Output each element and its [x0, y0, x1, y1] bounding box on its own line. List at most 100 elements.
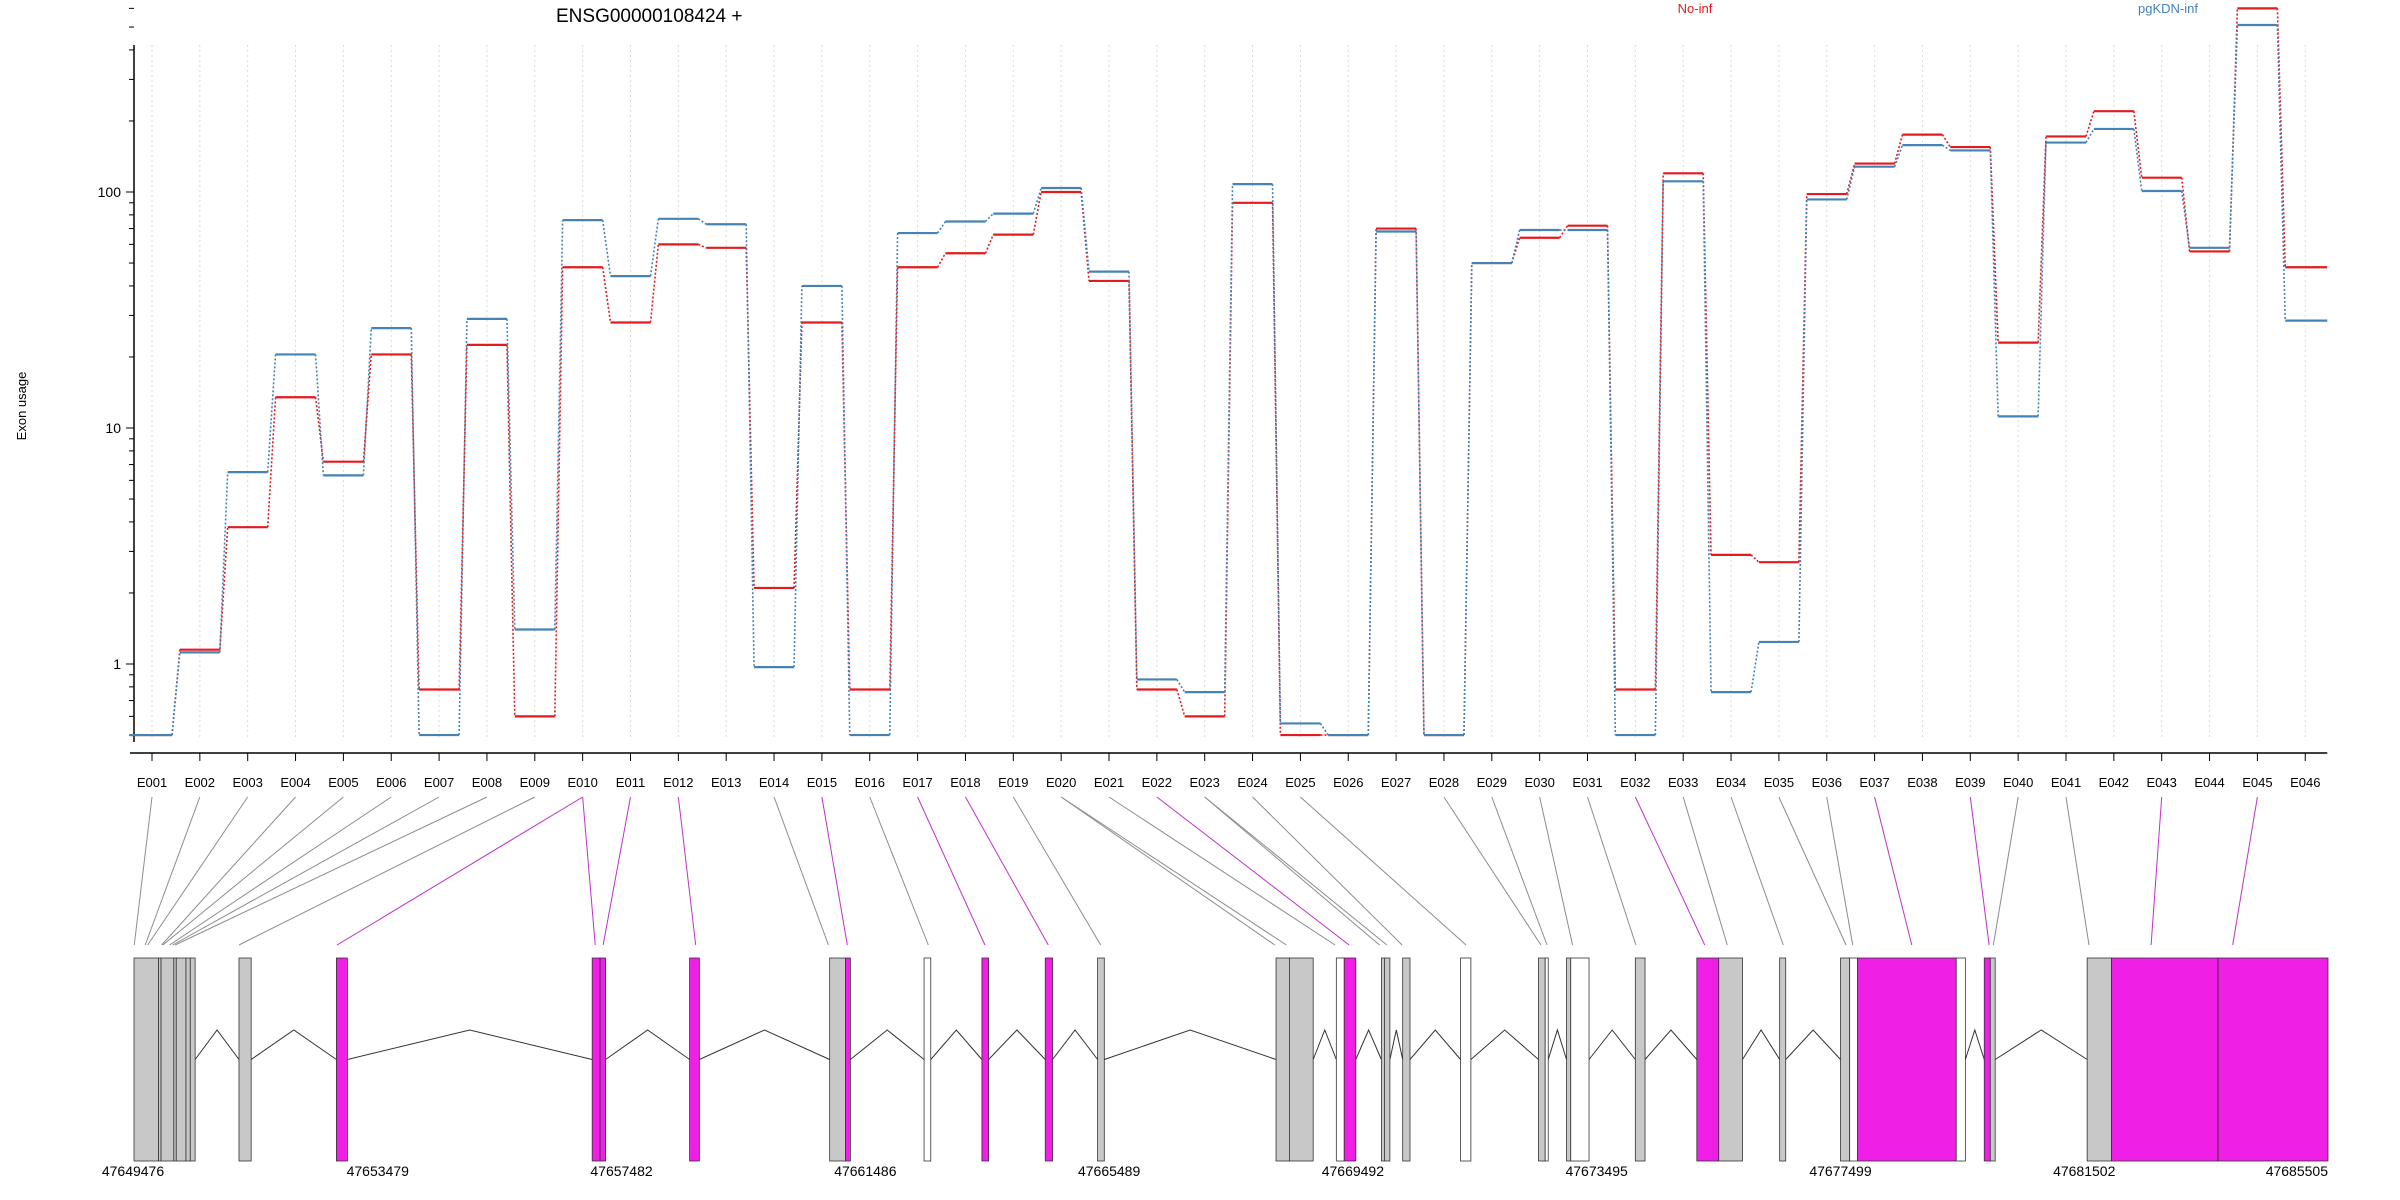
x-tick-label-E041: E041	[2051, 775, 2081, 790]
connector-pgKDN-inf	[2133, 128, 2143, 192]
x-tick-label-E006: E006	[376, 775, 406, 790]
y-tick-label-100: 100	[98, 184, 122, 200]
connector-No-inf	[601, 267, 612, 323]
x-tick-label-E005: E005	[328, 775, 358, 790]
connector-pgKDN-inf	[1893, 144, 1904, 167]
coordinate-label: 47657482	[590, 1163, 653, 1179]
x-tick-label-E026: E026	[1333, 775, 1363, 790]
x-tick-label-E037: E037	[1859, 775, 1889, 790]
x-tick-label-E039: E039	[1955, 775, 1985, 790]
connector-pgKDN-inf	[936, 221, 947, 234]
connector-No-inf	[1798, 194, 1808, 563]
mapping-line-E041	[2065, 796, 2090, 946]
x-tick-label-E034: E034	[1716, 775, 1746, 790]
connector-No-inf	[698, 243, 707, 249]
connector-No-inf	[362, 354, 373, 462]
connector-No-inf	[2085, 110, 2095, 137]
exon-box	[829, 957, 846, 1162]
mapping-line-E015	[821, 796, 848, 946]
intron-line	[605, 1029, 690, 1060]
exon-box	[1097, 957, 1105, 1162]
exon-box	[1335, 957, 1345, 1162]
connector-pgKDN-inf	[554, 220, 564, 630]
connector-pgKDN-inf	[1463, 263, 1473, 736]
connector-pgKDN-inf	[2228, 24, 2239, 248]
exon-grid	[151, 45, 2306, 740]
connector-pgKDN-inf	[1654, 181, 1664, 736]
exon-box	[1983, 957, 1991, 1162]
exon-box	[1044, 957, 1053, 1162]
mapping-line-E007	[172, 796, 440, 946]
mapping-line-E012	[677, 796, 697, 946]
connector-pgKDN-inf	[1319, 722, 1329, 736]
exon-box	[1380, 957, 1385, 1162]
connector-pgKDN-inf	[1845, 166, 1856, 200]
connector-pgKDN-inf	[1176, 679, 1186, 693]
x-tick-label-E023: E023	[1190, 775, 1220, 790]
mapping-line-E025	[1300, 796, 1467, 946]
mapping-line-E005	[162, 796, 344, 946]
connector-No-inf	[1893, 134, 1904, 164]
x-tick-label-E019: E019	[998, 775, 1028, 790]
connector-pgKDN-inf	[1367, 231, 1377, 736]
exon-box	[2086, 957, 2112, 1162]
connector-pgKDN-inf	[2037, 142, 2047, 417]
coordinate-label: 47685505	[2266, 1163, 2329, 1179]
exon-box	[689, 957, 700, 1162]
connector-No-inf	[649, 244, 660, 323]
connector-No-inf	[1558, 225, 1569, 239]
connector-pgKDN-inf	[1415, 231, 1425, 736]
connector-No-inf	[314, 397, 325, 462]
intron-line	[1964, 1028, 1985, 1060]
x-tick-label-E038: E038	[1907, 775, 1937, 790]
intron-line	[1644, 1029, 1698, 1060]
connector-No-inf	[1845, 163, 1856, 195]
exon-box	[189, 957, 196, 1162]
coordinate-label: 47665489	[1078, 1163, 1141, 1179]
legend-pgkdn-inf: pgKDN-inf	[2138, 1, 2198, 16]
exon-box	[1955, 957, 1966, 1162]
exon-box	[336, 957, 348, 1162]
x-tick-label-E045: E045	[2242, 775, 2272, 790]
connector-pgKDN-inf	[2180, 190, 2191, 248]
exon-box	[2111, 957, 2219, 1162]
exon-box	[1570, 957, 1590, 1162]
connector-pgKDN-inf	[2276, 24, 2287, 321]
intron-line	[1409, 1029, 1461, 1060]
connector-No-inf	[1271, 202, 1282, 736]
mapping-line-E039	[1969, 796, 1990, 946]
connector-pgKDN-inf	[1080, 187, 1090, 272]
x-tick-label-E021: E021	[1094, 775, 1124, 790]
mapping-line-E032	[1634, 796, 1706, 946]
connector-pgKDN-inf	[1511, 229, 1521, 264]
mapping-line-E036	[1826, 796, 1854, 946]
x-tick-label-E016: E016	[855, 775, 885, 790]
connector-pgKDN-inf	[1798, 199, 1808, 642]
mapping-line-E006	[169, 796, 392, 946]
connector-No-inf	[1176, 689, 1186, 717]
mapping-line-E020	[1060, 796, 1287, 946]
axes: 1 10 100 E001 E002 E003 E004 E005 E006 E007 E008 E0…	[98, 7, 2328, 790]
coordinate-label: 47681502	[2053, 1163, 2116, 1179]
connector-No-inf	[1032, 191, 1042, 235]
connector-pgKDN-inf	[1606, 230, 1617, 736]
intron-line	[1588, 1029, 1636, 1060]
mapping-line-E023	[1204, 796, 1380, 946]
exon-box	[1538, 957, 1546, 1162]
x-tick-label-E028: E028	[1429, 775, 1459, 790]
connector-No-inf	[1750, 554, 1760, 563]
mapping-line-E018	[965, 796, 1049, 946]
connector-No-inf	[984, 234, 995, 254]
connector-pgKDN-inf	[1750, 641, 1760, 693]
connector-pgKDN-inf	[745, 224, 755, 668]
x-tick-label-E015: E015	[807, 775, 837, 790]
intron-line	[250, 1029, 337, 1060]
connector-No-inf	[506, 344, 516, 717]
exon-box	[2217, 957, 2329, 1162]
mapping-line-E010	[582, 796, 596, 946]
connector-pgKDN-inf	[1702, 181, 1712, 693]
y-axis-label: Exon usage	[14, 372, 29, 441]
x-tick-label-E008: E008	[472, 775, 502, 790]
intron-line	[930, 1029, 983, 1060]
